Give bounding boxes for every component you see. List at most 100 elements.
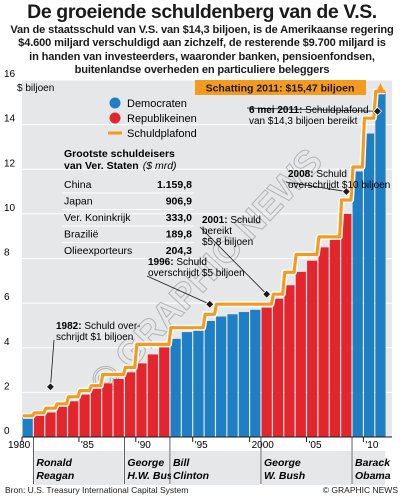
bar-2002 [272, 298, 284, 437]
x-tick-label: 2000 [252, 440, 275, 451]
president-name: W. Bush [264, 470, 305, 482]
president-name: Reagan [36, 470, 74, 482]
president-band [261, 451, 352, 485]
y-tick-label: 6 [4, 292, 10, 303]
annotation-marker [45, 382, 56, 392]
annotation-marker [341, 186, 351, 197]
credit-note: © GRAPHIC NEWS [322, 485, 398, 495]
president-band [170, 451, 260, 485]
bar-2009 [352, 171, 363, 437]
bar-1990 [136, 363, 147, 437]
chart-subtitle: Van de staatsschuld van V.S. van $14,3 b… [0, 24, 404, 77]
bar-1985 [79, 394, 90, 437]
subtitle-line: buitenlandse overheden en particuliere b… [74, 63, 330, 76]
legend-marker-democrats [109, 97, 121, 109]
annotation-text: schrijdt $1 biljoen [56, 332, 133, 343]
estimate-box [195, 80, 366, 95]
bar-1997 [216, 316, 227, 437]
annotation-text: 2008: Schuld [288, 169, 347, 180]
bar-2000 [250, 309, 261, 437]
y-tick-label: 14 [4, 114, 16, 125]
president-name: Clinton [173, 470, 209, 482]
page-title: De groeiende schuldenberg van de V.S. [27, 1, 377, 23]
creditor-value: 204,3 [166, 245, 192, 257]
annotation-text: 1996: Schuld [148, 257, 207, 268]
bar-1994 [181, 332, 193, 437]
annotation-text: 1982: Schuld over- [56, 321, 141, 332]
subtitle-line: in handen van investeerders, waaronder b… [29, 50, 375, 63]
subtitle-line: Van de staatsschuld van V.S. van $14,3 b… [10, 24, 394, 36]
ceiling-arrow [375, 83, 386, 94]
creditor-table-unit: ($ mrd) [143, 160, 177, 172]
x-tick-label: '90 [138, 440, 151, 451]
legend-label-democrats: Democraten [127, 98, 187, 110]
bar-1984 [68, 401, 79, 437]
bar-2003 [284, 285, 295, 437]
creditor-table-subtitle-text: van Ver. Staten [64, 160, 139, 172]
x-tick-label: '05 [309, 440, 322, 451]
annotation-text: $5,8 biljoen [202, 237, 253, 248]
y-tick-label: 2 [4, 381, 10, 392]
annotation-marker [205, 299, 215, 309]
legend-label-ceiling: Schuldplafond [127, 128, 197, 140]
creditor-table-title: Grootste schuldeisers [64, 148, 175, 160]
president-name: Bill [173, 457, 190, 469]
creditor-value: 1.159,8 [157, 179, 192, 191]
x-tick-label: '95 [195, 440, 208, 451]
bar-1982 [45, 412, 56, 437]
annotation-marker [372, 106, 383, 116]
annotation-text: 2001: Schuld [202, 215, 261, 226]
x-tick-label: '10 [365, 440, 378, 451]
bar-1987 [102, 383, 113, 437]
bar-2006 [318, 247, 329, 437]
bar-1991 [147, 354, 158, 437]
bar-1983 [56, 405, 67, 437]
creditor-table: Grootste schuldeisers van Ver. Staten ($ … [62, 148, 194, 257]
bar-1996 [204, 320, 215, 437]
annotation-text: overschrijdt $10 biljoen [288, 180, 390, 191]
y-tick-label: 8 [4, 248, 10, 259]
annotation-text: 6 mei 2011: Schuldplafond [249, 105, 369, 116]
bar-2001 [261, 307, 272, 437]
president-name: Obama [355, 470, 391, 482]
president-name: Barack [355, 457, 391, 469]
bar-2005 [307, 260, 318, 437]
bar-2007 [329, 236, 341, 437]
president-name: Ronald [36, 457, 72, 469]
subtitle-line: $4.600 miljard verschuldigd aan zichzelf… [18, 37, 386, 50]
bar-1993 [170, 338, 181, 437]
annotation-text: bereikt [202, 226, 232, 237]
creditor-value: 906,9 [166, 196, 192, 208]
bar-1999 [238, 312, 250, 437]
bar-1995 [193, 327, 204, 437]
legend-marker-republicans [109, 112, 121, 124]
annotation-text: van $14,3 biljoen bereikt [249, 116, 358, 127]
source-note: Bron: U.S. Treasury International Capita… [5, 485, 189, 495]
bar-2010 [363, 133, 375, 438]
ceiling-line [23, 89, 386, 418]
y-tick-label: 4 [4, 337, 10, 348]
bar-1992 [159, 345, 170, 437]
chart-legend: Democraten Republikeinen Schuldplafond [108, 97, 197, 140]
x-tick-label: 1980 [8, 440, 31, 451]
creditor-country: Japan [64, 196, 93, 208]
president-name: H.W. Bush [127, 470, 179, 482]
president-band [353, 451, 386, 485]
estimate-label: Schatting 2011: $15,47 biljoen [206, 83, 355, 95]
bar-1989 [125, 372, 136, 437]
bar-2004 [295, 271, 306, 437]
y-axis-label: $ biljoen [17, 83, 54, 94]
annotation-leader [285, 181, 347, 192]
y-tick-label: 16 [4, 69, 16, 80]
y-tick-label: 12 [4, 158, 16, 169]
legend-label-republicans: Republikeinen [127, 113, 197, 125]
annotation-leader [146, 275, 210, 305]
annotation-leader [246, 107, 378, 112]
annotation-leader [199, 226, 267, 295]
bar-2008 [341, 213, 352, 437]
bar-2011 [375, 91, 386, 437]
bar-1981 [33, 414, 45, 437]
x-tick-label: '85 [81, 440, 94, 451]
creditor-country: Olieexporteurs [64, 245, 132, 257]
